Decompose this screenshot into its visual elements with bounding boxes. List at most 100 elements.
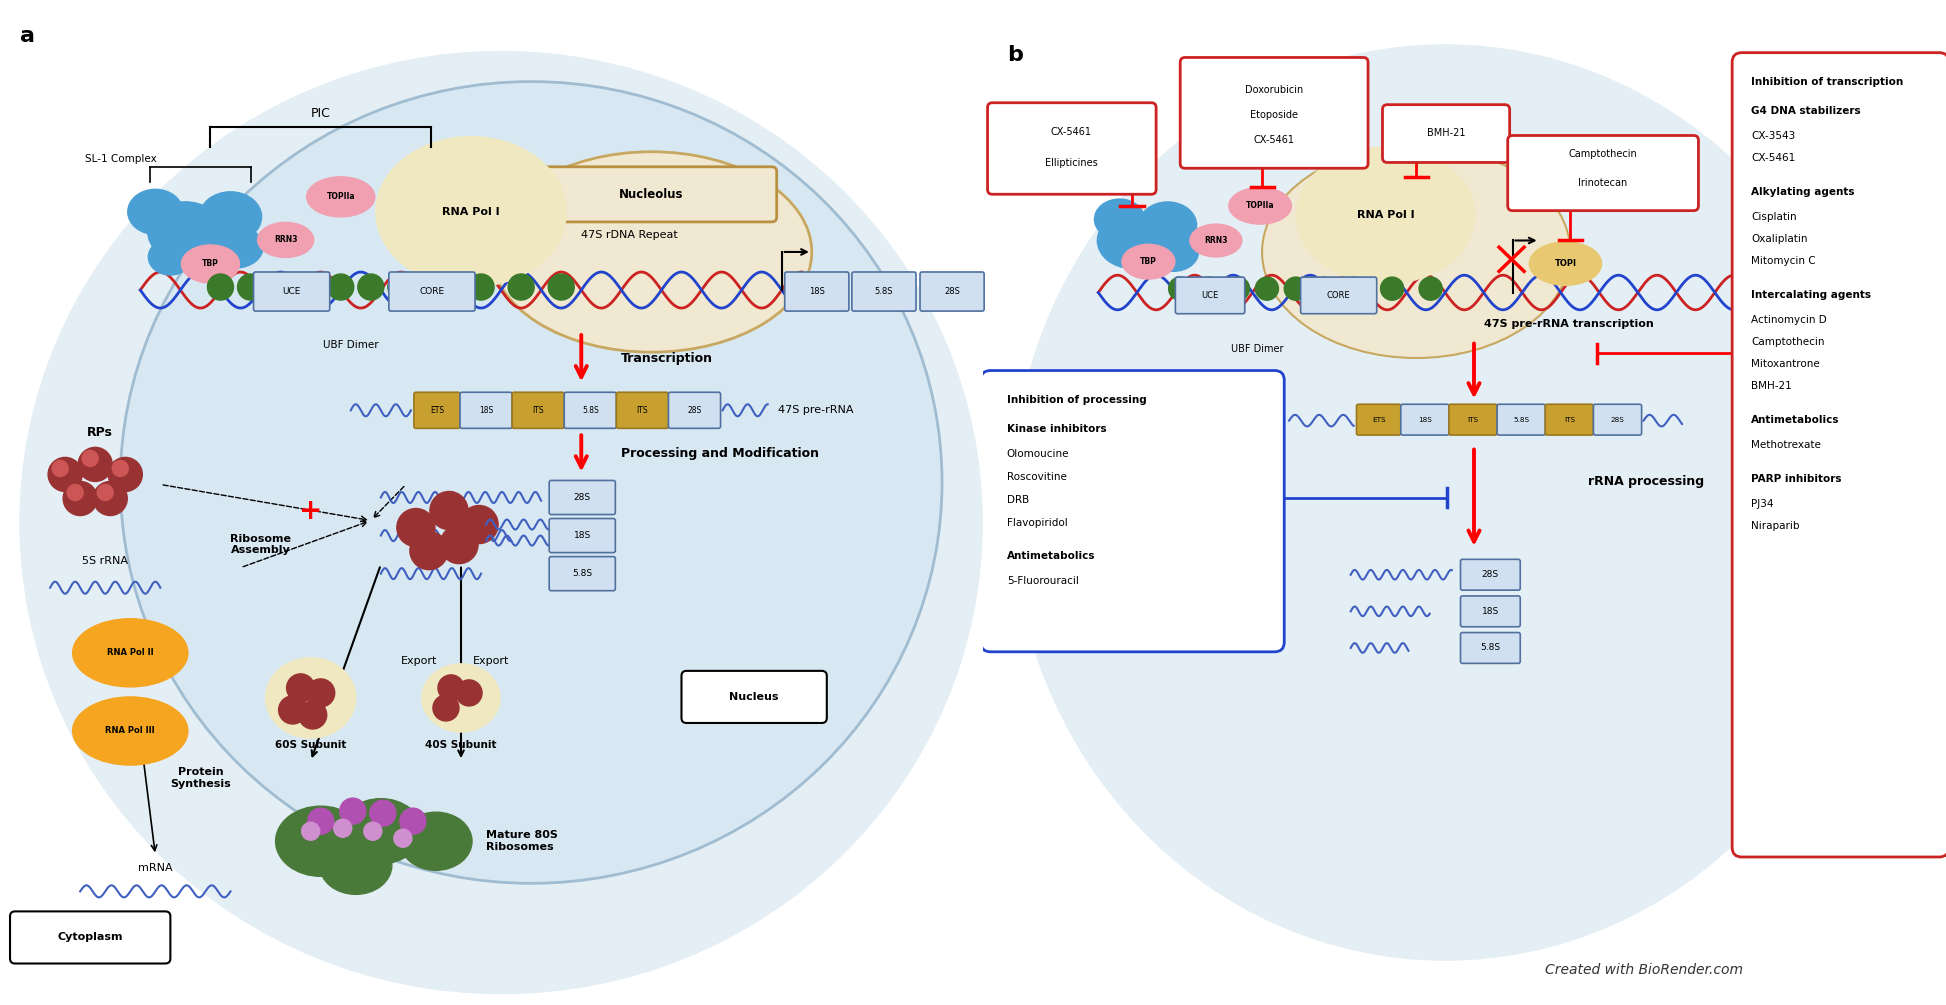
Ellipse shape [376, 137, 566, 287]
Circle shape [53, 460, 68, 476]
Circle shape [397, 509, 436, 547]
FancyBboxPatch shape [1356, 404, 1401, 435]
Circle shape [208, 274, 234, 300]
Text: 18S: 18S [1419, 417, 1432, 423]
Circle shape [1343, 277, 1366, 300]
FancyBboxPatch shape [681, 671, 827, 723]
Text: Irinotecan: Irinotecan [1578, 178, 1627, 188]
Ellipse shape [1530, 242, 1602, 285]
Text: 47S pre-rRNA: 47S pre-rRNA [778, 405, 852, 415]
Ellipse shape [72, 619, 189, 686]
Ellipse shape [1012, 45, 1878, 960]
Text: 47S rDNA Repeat: 47S rDNA Repeat [582, 230, 677, 240]
Circle shape [1197, 277, 1220, 300]
Ellipse shape [72, 696, 189, 765]
Circle shape [302, 822, 319, 840]
Text: TOPI: TOPI [1555, 259, 1576, 268]
Ellipse shape [121, 81, 942, 883]
Ellipse shape [1138, 202, 1197, 248]
Circle shape [1170, 277, 1191, 300]
FancyBboxPatch shape [525, 167, 776, 222]
FancyBboxPatch shape [1461, 596, 1520, 627]
FancyBboxPatch shape [981, 371, 1284, 652]
Text: Nucleus: Nucleus [730, 691, 778, 701]
Text: TOPIIa: TOPIIa [327, 192, 354, 201]
Text: 28S: 28S [944, 287, 959, 296]
Circle shape [93, 481, 126, 516]
Text: RNA Pol III: RNA Pol III [105, 727, 156, 736]
Circle shape [97, 484, 113, 500]
Text: CX-5461: CX-5461 [1751, 153, 1796, 163]
Ellipse shape [208, 226, 263, 268]
Circle shape [307, 808, 333, 834]
Text: CX-5461: CX-5461 [1253, 136, 1294, 146]
Circle shape [440, 526, 479, 564]
Text: ITS: ITS [636, 406, 648, 415]
Text: TBP: TBP [202, 259, 218, 268]
Text: Export: Export [473, 656, 510, 666]
Text: 47S pre-rRNA transcription: 47S pre-rRNA transcription [1483, 320, 1654, 330]
Text: Camptothecin: Camptothecin [1751, 337, 1825, 347]
FancyBboxPatch shape [253, 272, 329, 312]
FancyBboxPatch shape [564, 392, 617, 428]
FancyBboxPatch shape [1496, 404, 1545, 435]
Text: mRNA: mRNA [138, 863, 173, 873]
Text: Created with BioRender.com: Created with BioRender.com [1545, 963, 1744, 977]
Text: Processing and Modification: Processing and Modification [621, 447, 819, 460]
Text: TOPIIa: TOPIIa [1245, 201, 1275, 210]
Text: 5.8S: 5.8S [1481, 643, 1500, 652]
Circle shape [237, 274, 263, 300]
Text: Transcription: Transcription [621, 352, 714, 365]
Ellipse shape [148, 239, 193, 275]
Text: PARP inhibitors: PARP inhibitors [1751, 473, 1843, 483]
Text: Mitomycin C: Mitomycin C [1751, 256, 1816, 266]
Text: 18S: 18S [479, 406, 492, 415]
Ellipse shape [1263, 146, 1570, 358]
Text: Niraparib: Niraparib [1751, 521, 1800, 531]
Text: Camptothecin: Camptothecin [1568, 149, 1637, 159]
Circle shape [455, 680, 483, 706]
Text: 5.8S: 5.8S [874, 287, 893, 296]
FancyBboxPatch shape [987, 103, 1156, 194]
Text: Actinomycin D: Actinomycin D [1751, 315, 1827, 325]
Text: 5.8S: 5.8S [582, 406, 599, 415]
FancyBboxPatch shape [1594, 404, 1642, 435]
Text: TBP: TBP [1140, 257, 1156, 266]
FancyBboxPatch shape [549, 480, 615, 515]
Text: CORE: CORE [420, 287, 444, 296]
FancyBboxPatch shape [1382, 105, 1510, 163]
Text: 60S Subunit: 60S Subunit [274, 740, 346, 750]
FancyBboxPatch shape [389, 272, 475, 312]
Circle shape [113, 460, 128, 476]
Text: RNA Pol II: RNA Pol II [107, 648, 154, 657]
Circle shape [411, 532, 448, 570]
FancyBboxPatch shape [512, 392, 564, 428]
Text: Intercalating agents: Intercalating agents [1751, 289, 1872, 299]
Text: b: b [1006, 45, 1024, 65]
Circle shape [459, 506, 498, 544]
Text: 18S: 18S [574, 531, 592, 540]
Text: Mature 80S
Ribosomes: Mature 80S Ribosomes [486, 830, 559, 852]
Circle shape [1419, 277, 1442, 300]
Circle shape [1314, 277, 1337, 300]
Circle shape [269, 274, 294, 300]
Circle shape [370, 800, 395, 826]
FancyBboxPatch shape [1508, 136, 1699, 211]
Text: Olomoucine: Olomoucine [1006, 448, 1068, 458]
Ellipse shape [1094, 199, 1144, 239]
Text: Ellipticines: Ellipticines [1045, 159, 1098, 169]
Ellipse shape [1228, 188, 1292, 224]
FancyBboxPatch shape [1732, 52, 1946, 857]
Text: Nucleolus: Nucleolus [619, 188, 683, 201]
FancyBboxPatch shape [1175, 277, 1245, 314]
Circle shape [78, 447, 113, 481]
Text: ITS: ITS [1565, 417, 1574, 423]
Circle shape [1255, 277, 1279, 300]
Text: Antimetabolics: Antimetabolics [1006, 551, 1096, 561]
Text: PIC: PIC [311, 107, 331, 120]
Text: Roscovitine: Roscovitine [1006, 471, 1066, 481]
Text: CX-3543: CX-3543 [1751, 131, 1796, 141]
FancyBboxPatch shape [669, 392, 720, 428]
Circle shape [286, 674, 315, 701]
Text: 28S: 28S [1611, 417, 1625, 423]
